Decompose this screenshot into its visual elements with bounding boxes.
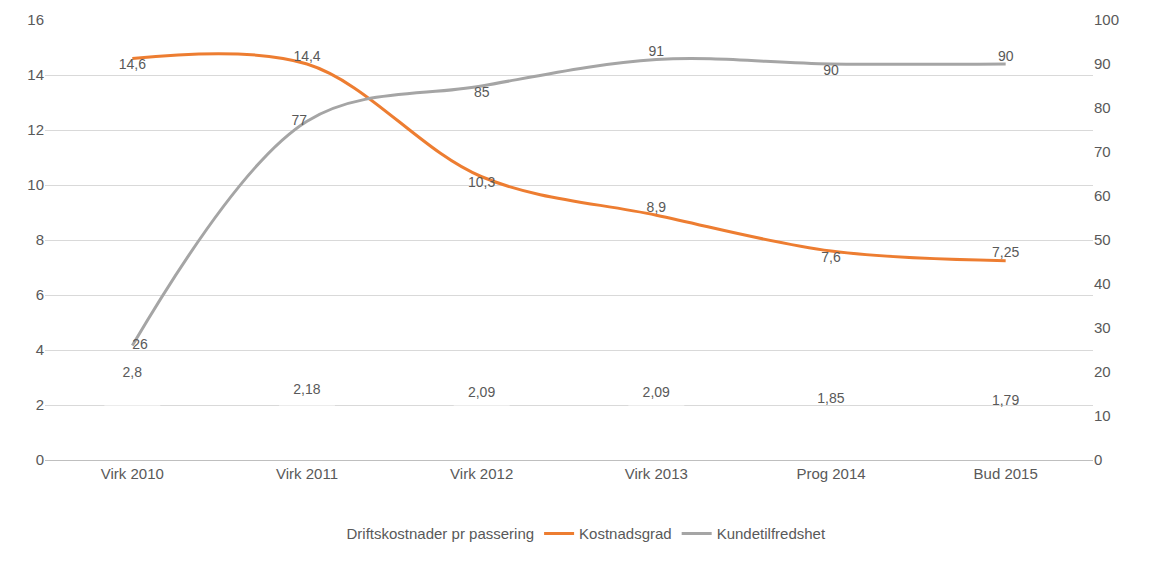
svg-text:2,09: 2,09 bbox=[643, 384, 670, 400]
svg-text:90: 90 bbox=[823, 62, 839, 78]
svg-text:20: 20 bbox=[1094, 363, 1111, 380]
svg-text:2,8: 2,8 bbox=[122, 364, 142, 380]
svg-text:10: 10 bbox=[1094, 407, 1111, 424]
svg-text:Virk 2010: Virk 2010 bbox=[101, 465, 164, 482]
svg-text:Driftskostnader pr passering: Driftskostnader pr passering bbox=[347, 525, 535, 542]
svg-text:7,6: 7,6 bbox=[821, 249, 841, 265]
svg-text:0: 0 bbox=[1094, 451, 1102, 468]
svg-text:Virk 2013: Virk 2013 bbox=[625, 465, 688, 482]
svg-text:60: 60 bbox=[1094, 187, 1111, 204]
svg-text:Bud 2015: Bud 2015 bbox=[974, 465, 1038, 482]
svg-text:Kostnadsgrad: Kostnadsgrad bbox=[579, 525, 672, 542]
svg-text:4: 4 bbox=[36, 341, 44, 358]
svg-text:26: 26 bbox=[132, 336, 148, 352]
svg-text:10: 10 bbox=[27, 176, 44, 193]
svg-text:90: 90 bbox=[998, 48, 1014, 64]
svg-text:40: 40 bbox=[1094, 275, 1111, 292]
svg-text:14,4: 14,4 bbox=[293, 48, 320, 64]
svg-text:Virk 2012: Virk 2012 bbox=[450, 465, 513, 482]
svg-text:2: 2 bbox=[36, 396, 44, 413]
svg-text:0: 0 bbox=[36, 451, 44, 468]
svg-text:91: 91 bbox=[649, 43, 665, 59]
svg-text:8: 8 bbox=[36, 231, 44, 248]
svg-text:70: 70 bbox=[1094, 143, 1111, 160]
svg-text:12: 12 bbox=[27, 121, 44, 138]
svg-text:10,3: 10,3 bbox=[468, 174, 495, 190]
svg-text:2,18: 2,18 bbox=[293, 381, 320, 397]
svg-text:1,79: 1,79 bbox=[992, 392, 1019, 408]
svg-text:1,85: 1,85 bbox=[817, 390, 844, 406]
svg-text:77: 77 bbox=[291, 112, 307, 128]
svg-text:16: 16 bbox=[27, 11, 44, 28]
svg-text:80: 80 bbox=[1094, 99, 1111, 116]
svg-text:85: 85 bbox=[474, 84, 490, 100]
svg-text:6: 6 bbox=[36, 286, 44, 303]
svg-text:90: 90 bbox=[1094, 55, 1111, 72]
svg-text:7,25: 7,25 bbox=[992, 244, 1019, 260]
svg-text:Kundetilfredshet: Kundetilfredshet bbox=[717, 525, 826, 542]
svg-text:50: 50 bbox=[1094, 231, 1111, 248]
svg-text:Virk 2011: Virk 2011 bbox=[276, 465, 338, 482]
svg-text:100: 100 bbox=[1094, 11, 1119, 28]
svg-text:14,6: 14,6 bbox=[119, 56, 146, 72]
svg-text:2,09: 2,09 bbox=[468, 384, 495, 400]
svg-text:14: 14 bbox=[27, 66, 44, 83]
svg-text:8,9: 8,9 bbox=[647, 199, 667, 215]
svg-text:Prog 2014: Prog 2014 bbox=[796, 465, 865, 482]
svg-text:30: 30 bbox=[1094, 319, 1111, 336]
